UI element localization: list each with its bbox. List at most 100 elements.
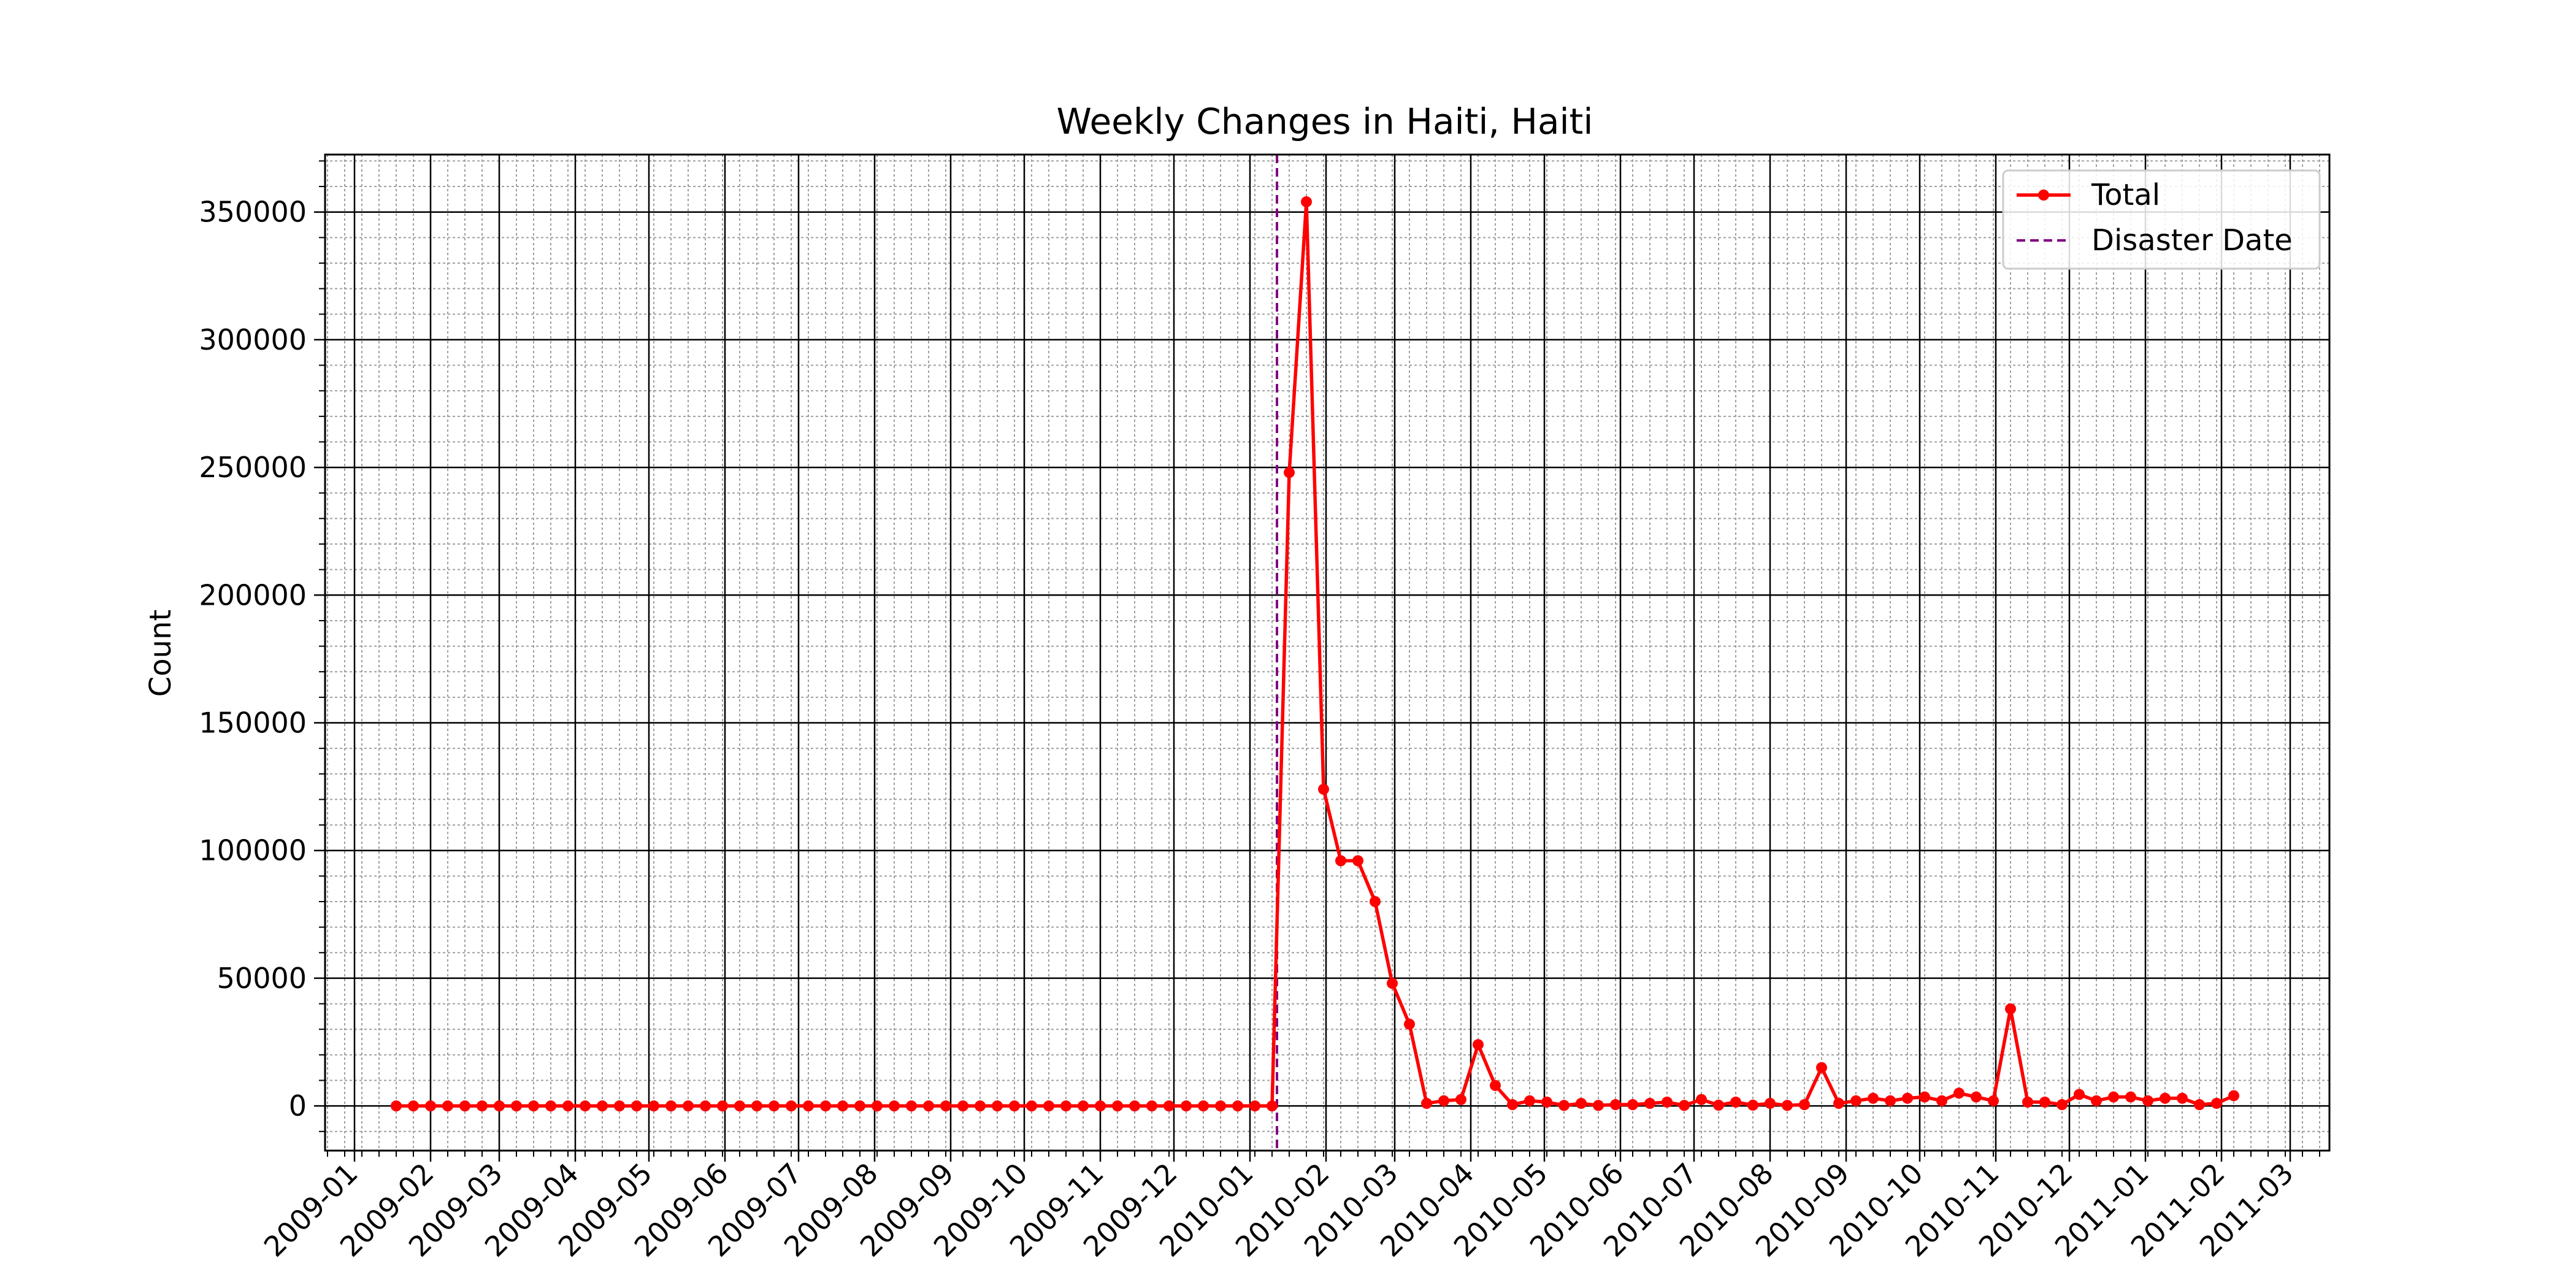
- y-tick-label: 150000: [199, 707, 307, 740]
- data-point: [1988, 1095, 1999, 1106]
- data-point: [803, 1100, 814, 1112]
- data-point: [1919, 1091, 1930, 1103]
- y-tick-label: 200000: [199, 578, 307, 611]
- data-point: [889, 1100, 900, 1112]
- legend-label-disaster: Disaster Date: [2091, 223, 2293, 258]
- data-point: [562, 1100, 573, 1112]
- y-tick-label: 0: [289, 1089, 307, 1122]
- data-point: [1507, 1099, 1518, 1111]
- data-point: [1387, 978, 1398, 989]
- data-point: [1679, 1100, 1690, 1111]
- y-tick-label: 300000: [199, 323, 307, 356]
- data-point: [717, 1100, 728, 1112]
- data-point: [837, 1100, 848, 1112]
- data-point: [1026, 1100, 1037, 1112]
- data-point: [391, 1100, 402, 1112]
- data-point: [2177, 1092, 2188, 1104]
- data-point: [700, 1100, 711, 1112]
- data-point: [1129, 1100, 1140, 1112]
- data-point: [820, 1100, 831, 1112]
- data-point: [580, 1100, 591, 1112]
- data-point: [1198, 1100, 1209, 1112]
- data-point: [665, 1100, 677, 1112]
- data-point: [1043, 1100, 1054, 1112]
- series-layer: [391, 196, 2239, 1112]
- axes: [324, 153, 2331, 1152]
- data-point: [1730, 1096, 1741, 1108]
- data-point: [1816, 1062, 1827, 1073]
- data-point: [1765, 1097, 1776, 1109]
- y-tick-label: 250000: [199, 451, 307, 484]
- data-point: [477, 1100, 488, 1112]
- data-point: [1473, 1039, 1484, 1051]
- data-point: [459, 1100, 470, 1112]
- data-point: [1885, 1095, 1896, 1106]
- data-point: [1627, 1099, 1638, 1111]
- data-point: [923, 1100, 934, 1112]
- y-tick-label: 100000: [199, 834, 307, 867]
- data-point: [614, 1100, 625, 1112]
- data-point: [1455, 1094, 1466, 1105]
- data-point: [2194, 1099, 2205, 1111]
- major-grid: [325, 155, 2329, 1151]
- data-point: [1713, 1099, 1724, 1111]
- data-point: [1181, 1100, 1192, 1112]
- data-point: [545, 1100, 556, 1112]
- data-point: [1060, 1100, 1071, 1112]
- data-point: [1850, 1095, 1861, 1106]
- data-point: [1576, 1097, 1587, 1109]
- data-point: [734, 1100, 745, 1112]
- data-point: [1009, 1100, 1020, 1112]
- y-axis-label: Count: [144, 610, 178, 697]
- data-point: [906, 1100, 917, 1112]
- data-point: [494, 1100, 505, 1112]
- y-tick-label: 350000: [199, 196, 307, 229]
- data-point: [2039, 1096, 2050, 1108]
- x-axis-ticks: 2009-012009-022009-032009-042009-052009-…: [258, 1151, 2320, 1263]
- data-point: [683, 1100, 694, 1112]
- data-point: [631, 1100, 642, 1112]
- data-point: [1644, 1097, 1655, 1109]
- data-point: [2125, 1091, 2136, 1103]
- data-point: [2211, 1097, 2222, 1109]
- plot-frame: [324, 153, 2331, 1152]
- data-point: [1662, 1096, 1673, 1108]
- data-point: [1421, 1097, 1432, 1109]
- data-point: [1541, 1096, 1552, 1108]
- data-point: [2142, 1095, 2153, 1106]
- data-point: [1318, 783, 1329, 795]
- data-point: [1868, 1092, 1879, 1104]
- data-point: [1078, 1100, 1089, 1112]
- data-point: [1971, 1091, 1982, 1103]
- data-point: [1249, 1100, 1260, 1112]
- data-point: [2057, 1099, 2068, 1111]
- data-point: [2005, 1003, 2016, 1014]
- data-point: [597, 1100, 608, 1112]
- data-point: [1490, 1079, 1501, 1091]
- data-point: [1799, 1099, 1810, 1111]
- data-point: [1902, 1092, 1913, 1104]
- legend-label-total: Total: [2091, 178, 2160, 212]
- data-point: [1232, 1100, 1243, 1112]
- data-point: [1301, 196, 1312, 208]
- data-point: [2074, 1089, 2085, 1100]
- data-point: [1610, 1099, 1621, 1111]
- minor-grid: [325, 155, 2329, 1151]
- data-point: [425, 1100, 436, 1112]
- data-point: [1782, 1100, 1793, 1111]
- data-point: [975, 1100, 986, 1112]
- data-point: [442, 1100, 453, 1112]
- data-point: [940, 1100, 951, 1112]
- data-point: [1095, 1100, 1106, 1112]
- data-point: [408, 1100, 419, 1112]
- data-point: [1352, 855, 1363, 867]
- data-point: [2160, 1092, 2171, 1104]
- data-point: [1524, 1095, 1535, 1106]
- legend-marker-total: [2038, 190, 2049, 201]
- data-point: [1215, 1100, 1226, 1112]
- data-point: [1404, 1018, 1415, 1030]
- data-point: [1112, 1100, 1123, 1112]
- data-point: [1284, 467, 1295, 478]
